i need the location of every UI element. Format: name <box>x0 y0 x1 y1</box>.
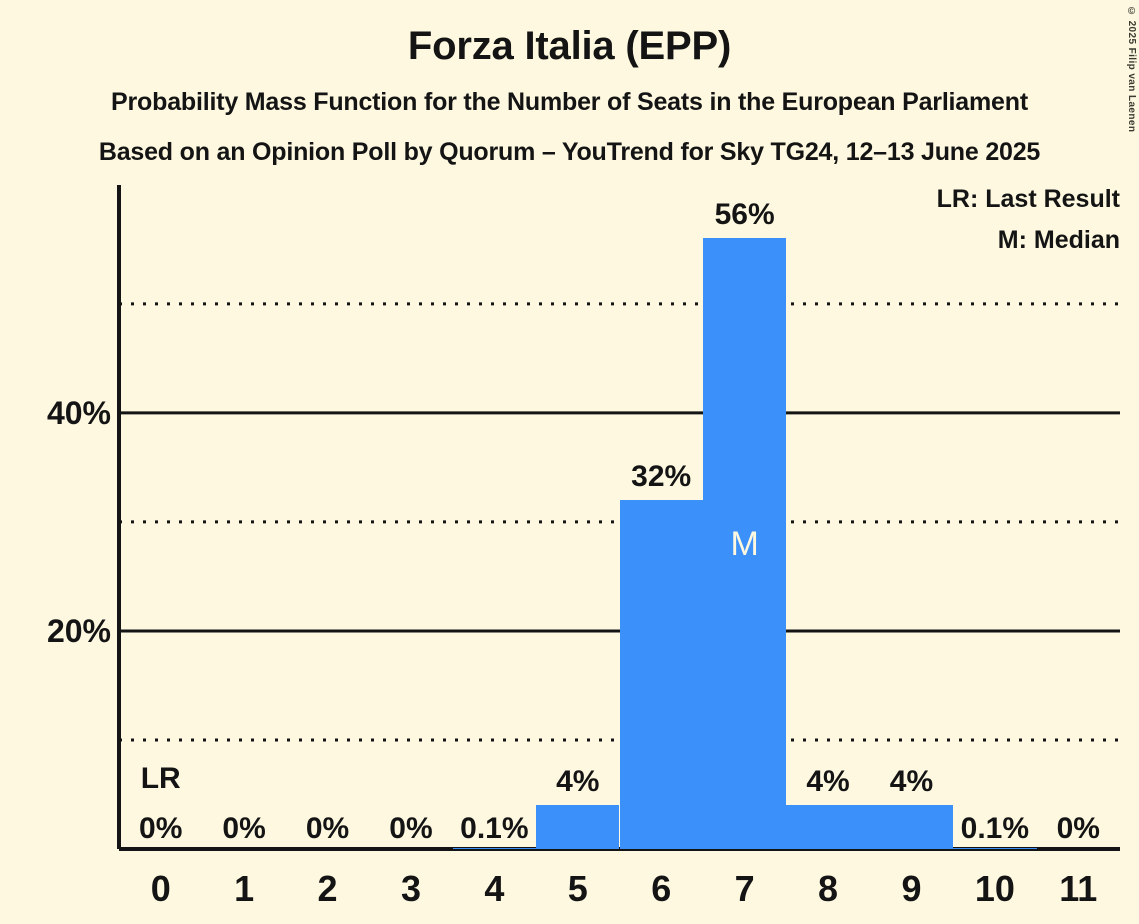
bar-value-label-4: 0.1% <box>460 812 529 845</box>
x-axis-tick-label: 2 <box>317 868 338 909</box>
x-axis-tick-label: 11 <box>1059 868 1098 909</box>
y-axis-tick-label: 40% <box>46 394 111 431</box>
bar-9 <box>869 805 954 849</box>
bar-5 <box>536 805 620 849</box>
bar-value-label-8: 4% <box>806 765 850 799</box>
median-marker: M <box>730 525 759 563</box>
bar-7 <box>702 238 787 849</box>
plot-area <box>117 185 1120 851</box>
bar-value-label-0: 0% <box>139 812 183 845</box>
bar-value-label-3: 0% <box>389 812 433 845</box>
bar-10 <box>953 847 1037 849</box>
x-axis-tick-label: 1 <box>234 868 255 909</box>
bar-value-label-11: 0% <box>1056 812 1100 845</box>
x-axis-tick-label: 7 <box>734 868 755 909</box>
chart-subtitle: Probability Mass Function for the Number… <box>111 88 1028 116</box>
bar-value-label-7: 56% <box>714 198 775 232</box>
x-axis-tick-label: 10 <box>974 868 1015 909</box>
x-axis-tick-label: 0 <box>150 868 171 909</box>
x-axis-tick-label: 8 <box>818 868 839 909</box>
x-axis-tick-label: 9 <box>901 868 922 909</box>
legend-last-result: LR: Last Result <box>936 185 1120 213</box>
page-title: Forza Italia (EPP) <box>407 24 732 68</box>
bar-value-label-6: 32% <box>631 460 692 494</box>
x-axis-tick-label: 4 <box>484 868 505 909</box>
bar-6 <box>619 500 703 849</box>
legend-median: M: Median <box>997 226 1120 254</box>
bar-value-label-10: 0.1% <box>960 812 1030 845</box>
bar-4 <box>452 847 537 849</box>
copyright-notice: © 2025 Filip van Laenen <box>1126 6 1137 133</box>
x-axis-tick-label: 3 <box>400 868 421 909</box>
bar-value-label-9: 4% <box>889 765 934 799</box>
bar-value-label-1: 0% <box>222 812 266 845</box>
chart-source: Based on an Opinion Poll by Quorum – You… <box>98 138 1041 166</box>
bar-value-label-2: 0% <box>305 812 350 845</box>
x-axis-tick-label: 6 <box>651 868 672 909</box>
bar-8 <box>786 805 870 849</box>
x-axis-tick-label: 5 <box>567 868 588 909</box>
last-result-marker: LR <box>140 762 181 795</box>
bar-value-label-5: 4% <box>556 765 600 799</box>
y-axis-tick-label: 20% <box>46 612 111 649</box>
